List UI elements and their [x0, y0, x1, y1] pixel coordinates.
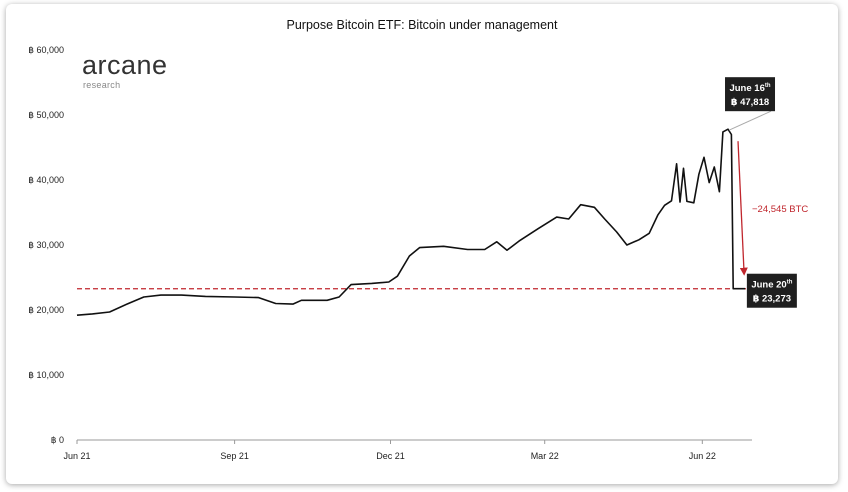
- chart-frame: Purpose Bitcoin ETF: Bitcoin under manag…: [6, 4, 838, 484]
- series-line: [76, 128, 746, 316]
- peak-annotation-value: ฿ 47,818: [731, 97, 769, 108]
- annotation-leader-line: [728, 110, 772, 131]
- x-tick-label: Jun 22: [689, 451, 716, 461]
- arcane-logo: arcane: [82, 50, 168, 80]
- x-tick-label: Sep 21: [220, 451, 249, 461]
- chart-title: Purpose Bitcoin ETF: Bitcoin under manag…: [286, 18, 558, 32]
- x-tick-label: Jun 21: [63, 451, 90, 461]
- y-tick-label: ฿ 40,000: [28, 175, 64, 185]
- annotations: June 16th ฿ 47,818 June 20th ฿ 23,273: [725, 77, 797, 308]
- y-tick-label: ฿ 50,000: [28, 110, 64, 120]
- y-tick-label: ฿ 30,000: [28, 240, 64, 250]
- difference-label: −24,545 BTC: [752, 204, 808, 215]
- y-tick-label: ฿ 10,000: [28, 370, 64, 380]
- y-tick-label: ฿ 60,000: [28, 45, 64, 55]
- x-tick-label: Mar 22: [531, 451, 559, 461]
- y-tick-label: ฿ 20,000: [28, 305, 64, 315]
- peak-annotation-box: [725, 77, 776, 112]
- difference-arrow: [737, 141, 748, 276]
- low-annotation-box: [746, 273, 797, 308]
- low-annotation-value: ฿ 23,273: [753, 294, 791, 305]
- low-annotation-date: June 20th: [751, 280, 792, 291]
- y-axis: ฿ 0 ฿ 10,000 ฿ 20,000 ฿ 30,000 ฿ 40,000 ฿ 50,…: [28, 45, 64, 445]
- y-tick-label: ฿ 0: [51, 435, 64, 445]
- x-axis: Jun 21 Sep 21 Dec 21 Mar 22 Jun 22: [63, 439, 752, 461]
- peak-annotation-date: June 16th: [729, 83, 770, 94]
- x-tick-label: Dec 21: [376, 451, 405, 461]
- arcane-logo-subtitle: research: [83, 80, 121, 90]
